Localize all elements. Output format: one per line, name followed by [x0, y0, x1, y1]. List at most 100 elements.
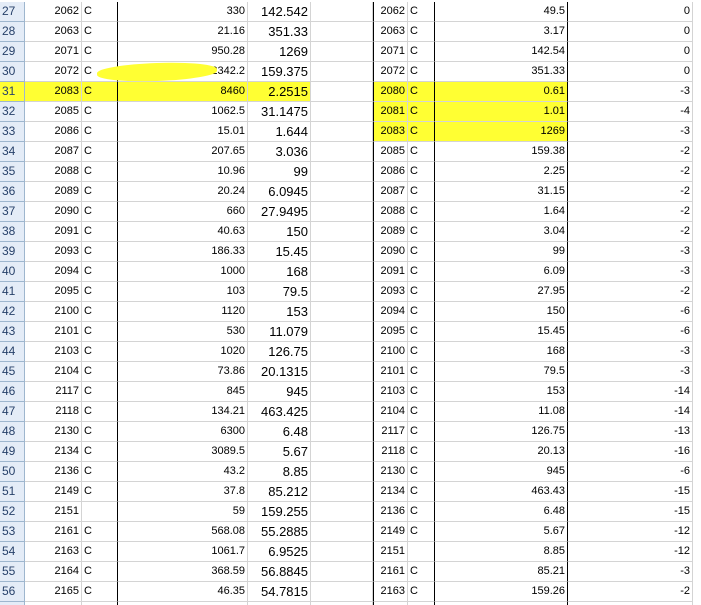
cell-id-left[interactable]: 2089	[25, 182, 82, 202]
row-header[interactable]: 34	[0, 142, 25, 162]
cell-code-left[interactable]: C	[82, 462, 118, 482]
cell-value-left[interactable]: 10.96	[118, 162, 248, 182]
row-header[interactable]: 56	[0, 582, 25, 602]
row-header[interactable]: 49	[0, 442, 25, 462]
cell-value-left[interactable]: 46.35	[118, 582, 248, 602]
cell-id-right[interactable]: 2104	[373, 402, 408, 422]
cell-code-left[interactable]: C	[82, 362, 118, 382]
cell-diff-right[interactable]: 0	[568, 22, 693, 42]
cell-blank[interactable]	[311, 422, 373, 442]
cell-diff-right[interactable]: -2	[568, 202, 693, 222]
cell-diff-right[interactable]: -13	[568, 422, 693, 442]
cell-result-left[interactable]: 153	[248, 302, 311, 322]
cell-diff-right[interactable]: -6	[568, 322, 693, 342]
cell-result-left[interactable]: 11.079	[248, 322, 311, 342]
cell-result-left[interactable]: 55.2885	[248, 522, 311, 542]
cell-diff-right[interactable]: -2	[568, 602, 693, 605]
cell-value-left[interactable]: 1061.7	[118, 542, 248, 562]
cell-value-right[interactable]: 463.43	[435, 482, 568, 502]
cell-code-right[interactable]: C	[408, 582, 435, 602]
cell-diff-right[interactable]: -14	[568, 382, 693, 402]
cell-code-right[interactable]: C	[408, 402, 435, 422]
cell-value-left[interactable]: 3089.5	[118, 442, 248, 462]
cell-id-right[interactable]: 2063	[373, 22, 408, 42]
cell-value-right[interactable]: 8.85	[435, 542, 568, 562]
cell-blank[interactable]	[311, 302, 373, 322]
cell-diff-right[interactable]: -16	[568, 442, 693, 462]
cell-value-right[interactable]: 1.64	[435, 202, 568, 222]
cell-diff-right[interactable]: -15	[568, 482, 693, 502]
cell-value-right[interactable]: 0.61	[435, 82, 568, 102]
cell-code-left[interactable]: C	[82, 482, 118, 502]
cell-result-left[interactable]: 54.7815	[248, 582, 311, 602]
cell-value-right[interactable]: 168	[435, 342, 568, 362]
cell-value-right[interactable]: 15.45	[435, 322, 568, 342]
cell-code-right[interactable]: C	[408, 122, 435, 142]
cell-id-right[interactable]: 2094	[373, 302, 408, 322]
cell-value-right[interactable]: 3.04	[435, 222, 568, 242]
cell-id-right[interactable]: 2089	[373, 222, 408, 242]
cell-code-right[interactable]: C	[408, 262, 435, 282]
cell-result-left[interactable]: 945	[248, 382, 311, 402]
cell-result-left[interactable]: 142.542	[248, 2, 311, 22]
row-header[interactable]: 37	[0, 202, 25, 222]
cell-result-left[interactable]: 79.5	[248, 282, 311, 302]
cell-value-left[interactable]: 368.59	[118, 562, 248, 582]
cell-id-left[interactable]: 2136	[25, 462, 82, 482]
cell-value-right[interactable]: 153	[435, 382, 568, 402]
cell-code-left[interactable]: C	[82, 542, 118, 562]
cell-value-left[interactable]: 37.8	[118, 482, 248, 502]
cell-id-left[interactable]: 2063	[25, 22, 82, 42]
cell-id-right[interactable]: 2136	[373, 502, 408, 522]
cell-code-left[interactable]: C	[82, 122, 118, 142]
cell-code-right[interactable]: C	[408, 342, 435, 362]
cell-code-right[interactable]	[408, 542, 435, 562]
cell-code-right[interactable]: C	[408, 162, 435, 182]
cell-result-left[interactable]: 6.9525	[248, 542, 311, 562]
cell-result-left[interactable]: 5.67	[248, 442, 311, 462]
cell-value-right[interactable]: 142.54	[435, 42, 568, 62]
cell-value-right[interactable]: 5.67	[435, 522, 568, 542]
cell-value-right[interactable]: 20.13	[435, 442, 568, 462]
cell-id-right[interactable]: 2083	[373, 122, 408, 142]
cell-id-right[interactable]: 2130	[373, 462, 408, 482]
cell-code-left[interactable]: C	[82, 282, 118, 302]
cell-id-right[interactable]: 2086	[373, 162, 408, 182]
cell-code-left[interactable]: C	[82, 42, 118, 62]
cell-code-right[interactable]: C	[408, 2, 435, 22]
cell-id-left[interactable]: 2095	[25, 282, 82, 302]
cell-value-right[interactable]: 2.25	[435, 162, 568, 182]
cell-blank[interactable]	[311, 122, 373, 142]
cell-id-left[interactable]: 2090	[25, 202, 82, 222]
cell-id-right[interactable]: 2095	[373, 322, 408, 342]
cell-code-right[interactable]: C	[408, 482, 435, 502]
row-header[interactable]: 52	[0, 502, 25, 522]
cell-id-right[interactable]: 2100	[373, 342, 408, 362]
cell-blank[interactable]	[311, 582, 373, 602]
cell-value-left[interactable]: 21.16	[118, 22, 248, 42]
row-header[interactable]: 32	[0, 102, 25, 122]
cell-result-left[interactable]: 150	[248, 222, 311, 242]
cell-code-right[interactable]: C	[408, 302, 435, 322]
row-header[interactable]: 53	[0, 522, 25, 542]
cell-value-left[interactable]: 73.86	[118, 362, 248, 382]
cell-code-left[interactable]: C	[82, 382, 118, 402]
cell-value-left[interactable]: 2342.2	[118, 62, 248, 82]
cell-result-left[interactable]: 1.644	[248, 122, 311, 142]
cell-value-right[interactable]: 79.5	[435, 362, 568, 382]
cell-code-right[interactable]: C	[408, 522, 435, 542]
cell-code-right[interactable]: C	[408, 462, 435, 482]
cell-value-right[interactable]: 6.09	[435, 262, 568, 282]
cell-code-left[interactable]: C	[82, 22, 118, 42]
cell-id-right[interactable]: 2149	[373, 522, 408, 542]
cell-blank[interactable]	[311, 182, 373, 202]
cell-blank[interactable]	[311, 382, 373, 402]
row-header[interactable]: 43	[0, 322, 25, 342]
cell-code-right[interactable]: C	[408, 382, 435, 402]
cell-code-right[interactable]: C	[408, 362, 435, 382]
cell-result-left[interactable]: 31.1475	[248, 102, 311, 122]
cell-id-left[interactable]: 2071	[25, 42, 82, 62]
cell-blank[interactable]	[311, 142, 373, 162]
cell-diff-right[interactable]: -4	[568, 102, 693, 122]
cell-value-left[interactable]: 330	[118, 2, 248, 22]
